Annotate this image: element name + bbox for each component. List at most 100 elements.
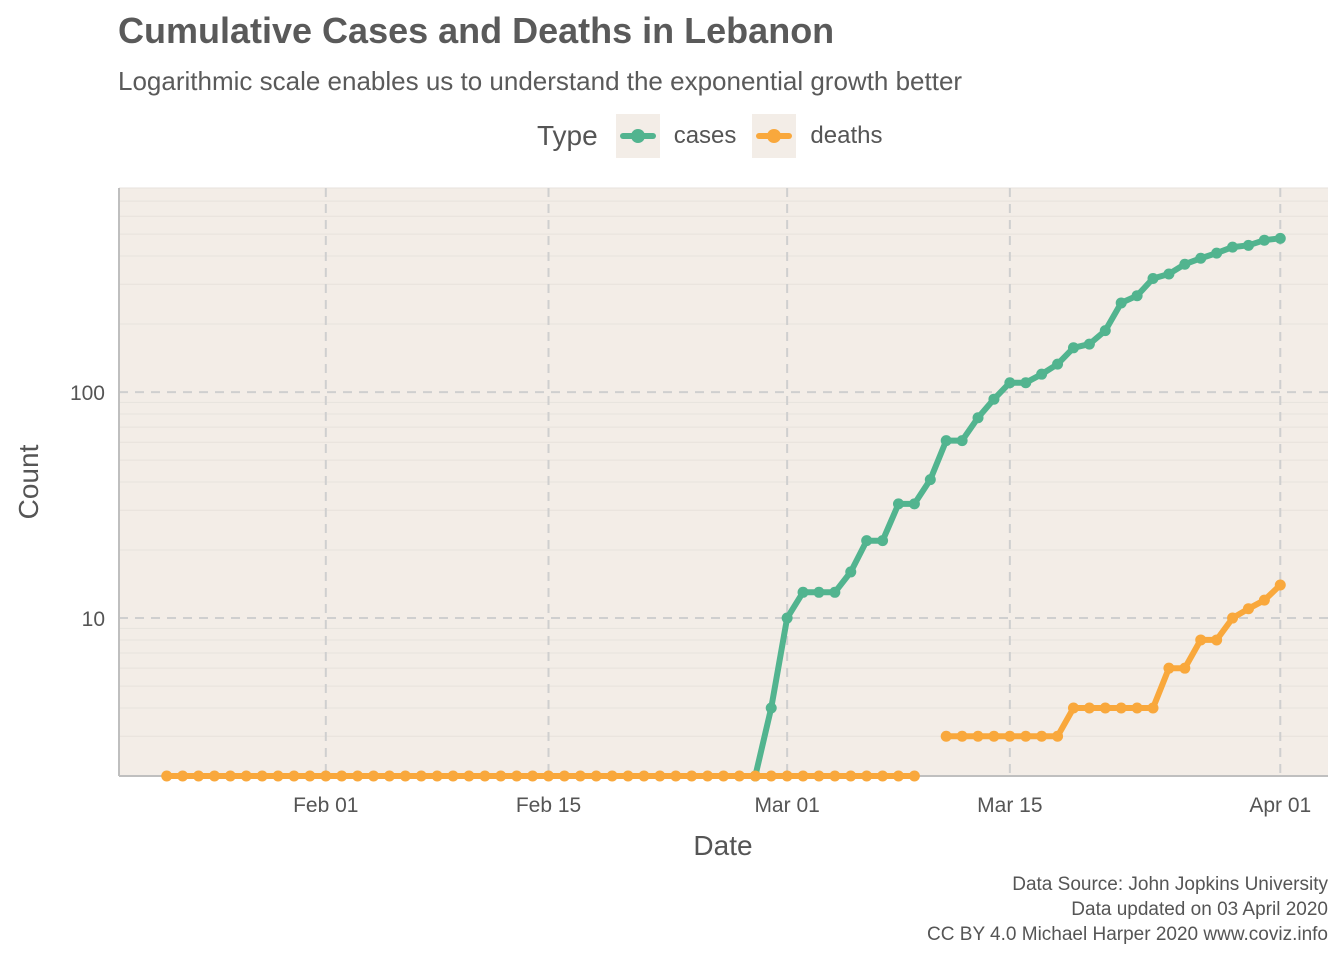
data-point-cases (1067, 342, 1079, 354)
data-point-cases (1274, 232, 1286, 244)
data-point-cases (1195, 252, 1207, 264)
data-point-deaths (574, 770, 586, 782)
data-point-cases (845, 566, 857, 578)
data-point-cases (972, 412, 984, 424)
data-point-deaths (383, 770, 395, 782)
data-point-cases (1242, 239, 1254, 251)
data-point-deaths (988, 730, 1000, 742)
data-point-deaths (336, 770, 348, 782)
data-point-cases (988, 393, 1000, 405)
data-point-deaths (1227, 612, 1239, 624)
data-point-deaths (527, 770, 539, 782)
x-tick-label: Feb 01 (293, 794, 358, 817)
data-point-cases (940, 435, 952, 447)
data-point-cases (1131, 290, 1143, 302)
caption: Data Source: John Jopkins University Dat… (927, 872, 1328, 947)
legend-label-deaths: deaths (810, 122, 883, 149)
series-line-deaths (943, 582, 1284, 740)
data-point-deaths (670, 770, 682, 782)
data-point-cases (908, 498, 920, 510)
data-point-deaths (813, 770, 825, 782)
data-point-deaths (1067, 702, 1079, 714)
data-point-cases (829, 586, 841, 598)
data-point-cases (1020, 377, 1032, 389)
data-point-cases (861, 535, 873, 547)
data-point-deaths (463, 770, 475, 782)
data-point-deaths (352, 770, 364, 782)
caption-updated: Data updated on 03 April 2020 (1071, 899, 1328, 920)
data-point-deaths (908, 770, 920, 782)
data-point-cases (1211, 247, 1223, 259)
data-point-deaths (240, 770, 252, 782)
data-point-cases (1036, 368, 1048, 380)
data-point-deaths (686, 770, 698, 782)
data-point-deaths (415, 770, 427, 782)
series-line-cases (752, 235, 1284, 779)
data-point-deaths (590, 770, 602, 782)
data-point-deaths (208, 770, 220, 782)
data-point-cases (797, 586, 809, 598)
data-point-cases (1052, 358, 1064, 370)
data-point-deaths (1036, 730, 1048, 742)
legend-key-cases (615, 114, 660, 158)
data-point-cases (1004, 377, 1016, 389)
data-point-deaths (288, 770, 300, 782)
data-point-deaths (1211, 634, 1223, 646)
chart-subtitle: Logarithmic scale enables us to understa… (118, 66, 963, 96)
data-point-deaths (543, 770, 555, 782)
data-point-deaths (606, 770, 618, 782)
x-tick-label: Mar 15 (977, 794, 1042, 817)
data-point-cases (1258, 234, 1270, 246)
data-point-deaths (1004, 730, 1016, 742)
data-point-deaths (781, 770, 793, 782)
data-point-deaths (1052, 730, 1064, 742)
data-point-deaths (861, 770, 873, 782)
data-point-deaths (558, 770, 570, 782)
data-point-deaths (940, 730, 952, 742)
x-tick-label: Feb 15 (516, 794, 581, 817)
data-point-cases (1163, 268, 1175, 280)
legend-label-cases: cases (673, 122, 737, 149)
data-point-deaths (224, 770, 236, 782)
data-point-deaths (1179, 662, 1191, 674)
data-point-deaths (272, 770, 284, 782)
data-point-cases (1147, 273, 1159, 285)
x-axis-label: Date (693, 830, 752, 861)
legend-item-cases: cases (615, 114, 737, 158)
data-point-deaths (654, 770, 666, 782)
data-point-cases (1227, 241, 1239, 253)
legend-item-deaths: deaths (752, 114, 882, 158)
data-point-deaths (1147, 702, 1159, 714)
data-point-deaths (1258, 594, 1270, 606)
data-point-deaths (495, 770, 507, 782)
data-point-deaths (622, 770, 634, 782)
y-tick-label: 10 (82, 608, 105, 631)
data-point-cases (1099, 325, 1111, 337)
legend-key-deaths (752, 114, 797, 158)
data-point-deaths (718, 770, 729, 782)
data-point-cases (892, 498, 904, 510)
legend-title: Type (537, 120, 598, 151)
data-point-deaths (479, 770, 491, 782)
data-point-deaths (1274, 579, 1286, 591)
data-point-deaths (1242, 603, 1254, 615)
data-point-cases (877, 535, 889, 547)
data-point-deaths (638, 770, 650, 782)
data-point-deaths (1020, 730, 1032, 742)
data-point-cases (1179, 258, 1191, 270)
data-point-deaths (749, 770, 761, 782)
chart-title: Cumulative Cases and Deaths in Lebanon (118, 10, 835, 51)
caption-license: CC BY 4.0 Michael Harper 2020 www.coviz.… (927, 924, 1328, 945)
y-axis-label: Count (13, 444, 44, 519)
data-point-deaths (797, 770, 809, 782)
data-point-deaths (1195, 634, 1207, 646)
data-point-cases (1115, 297, 1127, 309)
data-point-deaths (702, 770, 714, 782)
data-point-deaths (161, 770, 173, 782)
data-point-cases (956, 435, 968, 447)
data-point-cases (765, 702, 777, 714)
data-point-deaths (1115, 702, 1127, 714)
data-point-deaths (320, 770, 332, 782)
data-point-deaths (829, 770, 841, 782)
